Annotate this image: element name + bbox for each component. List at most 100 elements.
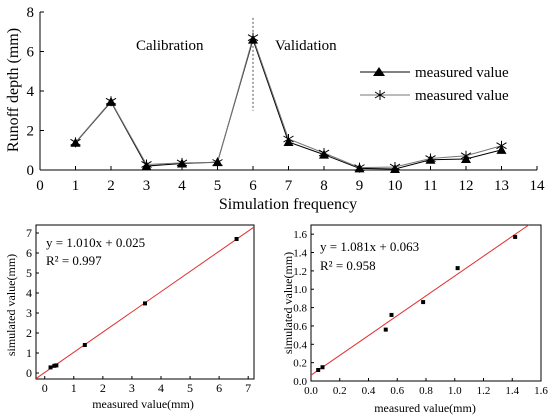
asterisk-point	[283, 133, 294, 144]
scatter-left-points	[48, 237, 239, 370]
calibration-label: Calibration	[136, 38, 204, 54]
top-y-tick-label: 2	[27, 124, 35, 140]
asterisk-point	[425, 153, 436, 164]
scatter-right-point	[421, 300, 426, 305]
scatter-right-point	[383, 327, 388, 332]
scatter-right-y-tick-label: 0.4	[293, 339, 307, 351]
top-x-tick-label: 5	[214, 178, 222, 194]
asterisk-point	[460, 150, 472, 161]
top-x-tick-label: 10	[388, 178, 403, 194]
scatter-right-x-tick-label: 1.4	[505, 385, 519, 397]
scatter-right-x-tick-label: 0.8	[419, 385, 433, 397]
scatter-right-x-tick-label: 0.6	[390, 385, 404, 397]
top-x-tick-label: 7	[285, 178, 293, 194]
scatter-right-x-tick-label: 0.2	[333, 385, 347, 397]
scatter-left-x-label: measured value(mm)	[92, 397, 194, 411]
legend-triangle-marker	[373, 67, 385, 76]
scatter-left-r2: R² = 0.997	[46, 253, 102, 268]
top-y-tick-label: 6	[27, 45, 35, 61]
top-y-tick-label: 4	[27, 84, 35, 100]
scatter-left-x-tick-label: 6	[216, 381, 222, 395]
scatter-left-x-tick-label: 2	[100, 381, 106, 395]
scatter-left-point	[48, 365, 53, 370]
top-x-tick-label: 14	[530, 178, 546, 194]
scatter-left-equation: y = 1.010x + 0.025	[46, 235, 145, 250]
top-x-tick-label: 6	[249, 178, 257, 194]
scatter-left-ticks: 0 1 2 3 4 5 6 7 0 1 2 3 4 5 6 7	[26, 226, 251, 395]
top-x-tick-label: 9	[356, 178, 364, 194]
top-x-tick-label: 12	[459, 178, 474, 194]
top-x-tick-label: 4	[178, 178, 186, 194]
scatter-right-point	[513, 234, 518, 239]
asterisk-point	[318, 148, 330, 159]
top-series	[70, 32, 507, 174]
scatter-right-x-tick-label: 1.6	[534, 385, 548, 397]
scatter-left-y-tick-label: 5	[26, 266, 32, 280]
scatter-right-point	[389, 312, 394, 317]
scatter-left-x-tick-label: 0	[42, 381, 48, 395]
scatter-right-fit-line	[310, 224, 529, 376]
top-x-tick-label: 2	[107, 178, 115, 194]
asterisk-point	[389, 162, 401, 173]
scatter-left-y-tick-label: 2	[26, 326, 32, 340]
scatter-left-x-tick-label: 3	[129, 381, 135, 395]
asterisk-point	[105, 96, 117, 107]
scatter-left-y-label: simulated value(mm)	[4, 254, 18, 356]
scatter-left-point	[234, 237, 239, 241]
top-x-tick-label: 0	[36, 178, 44, 194]
scatter-right-point	[316, 367, 321, 372]
scatter-right-points	[316, 234, 518, 372]
scatter-left-point	[82, 343, 87, 347]
legend-label-2: measured value	[415, 88, 509, 104]
scatter-right-y-tick-label: 0.8	[293, 303, 307, 315]
scatter-left-x-tick-label: 4	[158, 381, 164, 395]
asterisk-point	[70, 137, 81, 148]
scatter-right-y-tick-label: 1.4	[293, 248, 307, 260]
scatter-left-x-tick-label: 7	[245, 381, 251, 395]
scatter-left-x-tick-label: 5	[187, 381, 193, 395]
scatter-right-x-tick-label: 0.0	[304, 385, 318, 397]
top-x-tick-label: 3	[143, 178, 151, 194]
top-x-tick-label: 11	[423, 178, 437, 194]
scatter-right-y-tick-label: 1.2	[293, 266, 307, 278]
scatter-right-equation: y = 1.081x + 0.063	[320, 239, 419, 254]
scatter-left-y-tick-label: 1	[26, 346, 32, 360]
scatter-left-frame	[35, 224, 255, 380]
scatter-right-x-label: measured value(mm)	[374, 401, 476, 415]
scatter-right-ticks: 0.0 0.2 0.4 0.6 0.8 1.0 1.2 1.4 1.6 0.0 0.2 0.4 0.6 0…	[293, 229, 548, 397]
scatter-left-y-tick-label: 4	[26, 286, 32, 300]
scatter-left-point	[143, 301, 147, 306]
top-y-tick-label: 8	[27, 5, 35, 21]
scatter-right-x-tick-label: 0.4	[362, 385, 376, 397]
scatter-left-x-tick-label: 1	[71, 381, 77, 395]
scatter-right-y-tick-label: 1.6	[293, 229, 307, 241]
scatter-left-point	[54, 363, 59, 368]
asterisk-point	[354, 162, 365, 173]
asterisk-point	[247, 32, 259, 43]
scatter-right-y-tick-label: 1.0	[293, 284, 307, 296]
legend-label-1: measured value	[415, 65, 509, 81]
asterisk-point	[496, 140, 507, 151]
top-y-tick-label: 0	[27, 163, 35, 179]
asterisk-point	[141, 159, 152, 170]
scatter-left-y-tick-label: 6	[26, 246, 32, 260]
asterisk-point	[212, 157, 223, 168]
top-x-tick-label: 1	[72, 178, 80, 194]
scatter-left-y-tick-label: 0	[26, 366, 32, 380]
top-x-tick-label: 8	[320, 178, 328, 194]
legend: measured value measured value	[360, 65, 509, 104]
scatter-left: 0 1 2 3 4 5 6 7 0 1 2 3 4 5 6 7 y = 1.010x + 0.025 R² =…	[4, 224, 255, 411]
asterisk-point	[176, 157, 188, 168]
scatter-right: 0.0 0.2 0.4 0.6 0.8 1.0 1.2 1.4 1.6 0.0 0.2 0.4 0.6 0…	[281, 224, 548, 415]
scatter-right-point	[320, 365, 325, 370]
validation-label: Validation	[275, 38, 337, 54]
scatter-right-x-tick-label: 1.0	[448, 385, 462, 397]
top-x-tick-label: 13	[494, 178, 509, 194]
scatter-right-point	[455, 266, 460, 271]
top-y-axis-label: Runoff depth (mm)	[5, 28, 22, 152]
scatter-right-x-tick-label: 1.2	[477, 385, 491, 397]
scatter-right-y-tick-label: 0.2	[293, 358, 307, 370]
